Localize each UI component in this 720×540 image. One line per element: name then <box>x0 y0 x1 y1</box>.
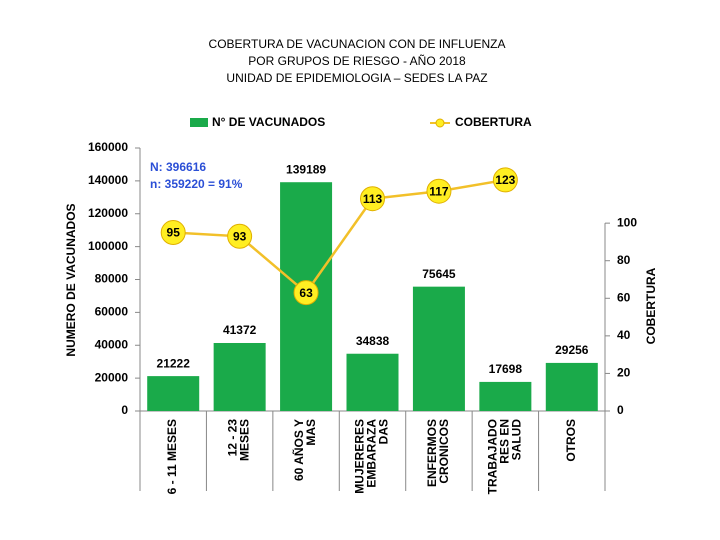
annotation: N: 396616 <box>150 160 206 174</box>
bar-value-label: 21222 <box>157 356 191 370</box>
chart-title: POR GRUPOS DE RIESGO - AÑO 2018 <box>248 54 466 68</box>
bar <box>545 362 598 411</box>
line-value-label: 63 <box>299 286 313 300</box>
y-tick-label: 140000 <box>88 173 128 187</box>
line-value-label: 113 <box>363 192 383 206</box>
legend-label: COBERTURA <box>455 115 532 129</box>
legend-label: N° DE VACUNADOS <box>212 115 325 129</box>
annotation: n: 359220 = 91% <box>150 177 243 191</box>
x-tick-label: ENFERMOSCRONICOS <box>425 419 451 487</box>
chart-title: COBERTURA DE VACUNACION CON DE INFLUENZA <box>209 37 506 51</box>
line-marker <box>227 223 253 249</box>
y-tick-label: 40000 <box>95 337 129 351</box>
line-marker <box>360 186 385 212</box>
line-value-label: 95 <box>167 226 181 240</box>
line-value-label: 123 <box>495 173 515 187</box>
bar <box>479 381 532 411</box>
y2-tick-label: 20 <box>617 366 631 380</box>
y2-tick-label: 100 <box>617 215 637 229</box>
line-value-label: 117 <box>429 184 449 198</box>
line-marker <box>426 178 452 204</box>
x-tick-label: TRABAJADORES ENSALUD <box>486 419 524 495</box>
x-tick-label: MUJERERESEMBARAZADAS <box>353 419 391 494</box>
bar <box>147 376 200 411</box>
y2-tick-label: 40 <box>617 328 631 342</box>
line-marker <box>293 280 319 306</box>
line-marker <box>160 220 186 246</box>
bar-value-label: 29256 <box>555 343 589 357</box>
y-tick-label: 120000 <box>88 206 128 220</box>
line-value-label: 93 <box>233 229 247 243</box>
y-tick-label: 80000 <box>95 272 129 286</box>
y-tick-label: 0 <box>121 403 128 417</box>
x-tick-label: 60 AÑOS YMAS <box>291 419 318 481</box>
y-tick-label: 160000 <box>88 140 128 154</box>
y-tick-label: 100000 <box>88 239 128 253</box>
y2-tick-label: 60 <box>617 290 631 304</box>
line-marker <box>492 167 518 193</box>
x-tick-label: 12 - 23MESES <box>226 419 252 461</box>
y2-tick-label: 80 <box>617 253 631 267</box>
bar <box>346 353 399 411</box>
bar-value-label: 75645 <box>422 267 456 281</box>
bar-value-label: 17698 <box>489 362 523 376</box>
y2-tick-label: 0 <box>617 403 624 417</box>
x-tick-label: 6 - 11 MESES <box>165 419 179 494</box>
y2-axis-title: COBERTURA <box>644 267 658 344</box>
chart-title: UNIDAD DE EPIDEMIOLOGIA – SEDES LA PAZ <box>226 71 487 85</box>
bar <box>412 286 465 411</box>
y-tick-label: 20000 <box>95 370 129 384</box>
bar-value-label: 34838 <box>356 334 390 348</box>
bar-value-label: 139189 <box>286 162 326 176</box>
legend-swatch <box>435 118 445 128</box>
legend-swatch <box>190 118 208 127</box>
bar <box>213 342 266 411</box>
x-tick-label: OTROS <box>564 419 578 462</box>
y-tick-label: 60000 <box>95 305 129 319</box>
y-axis-title: NUMERO DE VACUNADOS <box>64 203 78 356</box>
bar-value-label: 41372 <box>223 323 257 337</box>
